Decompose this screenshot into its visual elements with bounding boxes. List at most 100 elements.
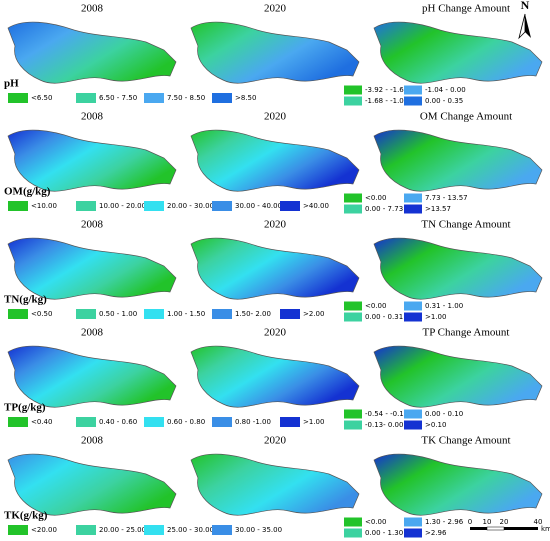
row-label: TN(g/kg) bbox=[4, 294, 47, 306]
panel-title: 2008 bbox=[81, 3, 104, 15]
scale-label: 40 bbox=[534, 518, 543, 526]
legend-swatch bbox=[404, 96, 422, 106]
legend-label: 0.00 - 0.35 bbox=[425, 97, 463, 105]
legend-label: <20.00 bbox=[31, 526, 57, 534]
legend-swatch bbox=[76, 417, 96, 427]
legend-label: 0.31 - 1.00 bbox=[425, 302, 463, 310]
north-arrow: N bbox=[518, 0, 531, 40]
legend-swatch bbox=[404, 312, 422, 322]
legend-swatch bbox=[144, 309, 164, 319]
map-region bbox=[373, 453, 543, 516]
legend-swatch bbox=[76, 201, 96, 211]
legend-label: -3.92 - -1.68 bbox=[365, 86, 408, 94]
legend-swatch bbox=[144, 417, 164, 427]
legend-swatch bbox=[8, 417, 28, 427]
legend-label: 30.00 - 40.00 bbox=[235, 202, 282, 210]
legend-label: 20.00 - 30.00 bbox=[167, 202, 214, 210]
row-label: TP(g/kg) bbox=[4, 402, 46, 414]
map-region bbox=[373, 237, 543, 300]
legend-swatch bbox=[344, 96, 362, 106]
legend-label: 0.00 - 0.10 bbox=[425, 410, 463, 418]
legend-label: 25.00 - 30.00 bbox=[167, 526, 214, 534]
panel-title: pH Change Amount bbox=[422, 3, 510, 15]
legend-swatch bbox=[76, 525, 96, 535]
legend-label: 6.50 - 7.50 bbox=[99, 94, 137, 102]
map-region bbox=[373, 345, 543, 408]
legend-swatch bbox=[344, 193, 362, 203]
legend-swatch bbox=[280, 201, 300, 211]
map-region bbox=[373, 21, 543, 84]
legend-swatch bbox=[344, 517, 362, 527]
panel-title: TP Change Amount bbox=[423, 327, 510, 339]
legend-swatch bbox=[212, 417, 232, 427]
row-label: OM(g/kg) bbox=[4, 186, 51, 198]
legend-label: -1.68 - -1.04 bbox=[365, 97, 409, 105]
legend-label: <0.00 bbox=[365, 194, 386, 202]
legend-label: 1.30 - 2.96 bbox=[425, 518, 464, 526]
legend-label: 0.50 - 1.00 bbox=[99, 310, 137, 318]
legend-label: >2.00 bbox=[303, 310, 324, 318]
legend-label: 0.40 - 0.60 bbox=[99, 418, 137, 426]
panel-title: 2008 bbox=[81, 219, 104, 231]
legend-swatch bbox=[404, 409, 422, 419]
map-region bbox=[190, 345, 360, 408]
legend-label: -1.04 - 0.00 bbox=[425, 86, 466, 94]
legend-label: >8.50 bbox=[235, 94, 256, 102]
map-region bbox=[7, 129, 177, 192]
legend-swatch bbox=[76, 93, 96, 103]
legend-label: <0.00 bbox=[365, 302, 386, 310]
legend-label: <0.00 bbox=[365, 518, 386, 526]
panel-title: 2008 bbox=[81, 111, 104, 123]
legend-swatch bbox=[212, 525, 232, 535]
legend-swatch bbox=[212, 201, 232, 211]
panel-title: 2020 bbox=[264, 327, 287, 339]
legend-label: 30.00 - 35.00 bbox=[235, 526, 282, 534]
map-region bbox=[373, 129, 543, 192]
legend-swatch bbox=[404, 85, 422, 95]
legend-label: 20.00 - 25.00 bbox=[99, 526, 146, 534]
scale-label: 0 bbox=[468, 518, 472, 526]
legend-swatch bbox=[8, 309, 28, 319]
legend-swatch bbox=[404, 301, 422, 311]
legend-label: 0.00 - 0.31 bbox=[365, 313, 403, 321]
legend-label: >2.96 bbox=[425, 529, 447, 537]
legend-label: 1.50- 2.00 bbox=[235, 310, 271, 318]
legend-swatch bbox=[212, 309, 232, 319]
legend-swatch bbox=[280, 417, 300, 427]
map-region bbox=[190, 453, 360, 516]
legend-swatch bbox=[8, 93, 28, 103]
legend-swatch bbox=[76, 309, 96, 319]
legend-swatch bbox=[404, 204, 422, 214]
map-region bbox=[7, 21, 177, 84]
panel-title: OM Change Amount bbox=[420, 111, 512, 123]
row-label: TK(g/kg) bbox=[4, 510, 48, 522]
legend-swatch bbox=[344, 85, 362, 95]
legend-swatch bbox=[144, 525, 164, 535]
panel-title: 2020 bbox=[264, 3, 287, 15]
legend-swatch bbox=[404, 528, 422, 538]
legend-label: 7.73 - 13.57 bbox=[425, 194, 468, 202]
legend-label: >1.00 bbox=[303, 418, 324, 426]
panel-title: TN Change Amount bbox=[421, 219, 510, 231]
panel-title: 2008 bbox=[81, 327, 104, 339]
legend-swatch bbox=[344, 301, 362, 311]
row-label: pH bbox=[4, 78, 19, 90]
legend-swatch bbox=[344, 312, 362, 322]
map-region bbox=[7, 237, 177, 300]
legend-label: <0.40 bbox=[31, 418, 52, 426]
legend-swatch bbox=[404, 517, 422, 527]
legend-label: <0.50 bbox=[31, 310, 52, 318]
panel-title: 2008 bbox=[81, 435, 104, 447]
legend-label: >40.00 bbox=[303, 202, 329, 210]
legend-label: 10.00 - 20.00 bbox=[99, 202, 146, 210]
legend-label: -0.13- 0.00 bbox=[365, 421, 403, 429]
scale-label: 20 bbox=[500, 518, 509, 526]
map-region bbox=[190, 129, 360, 192]
map-region bbox=[7, 453, 177, 516]
legend-label: <6.50 bbox=[31, 94, 52, 102]
legend-label: >1.00 bbox=[425, 313, 446, 321]
legend-label: 0.80 -1.00 bbox=[235, 418, 271, 426]
legend-swatch bbox=[404, 193, 422, 203]
legend-swatch bbox=[344, 204, 362, 214]
